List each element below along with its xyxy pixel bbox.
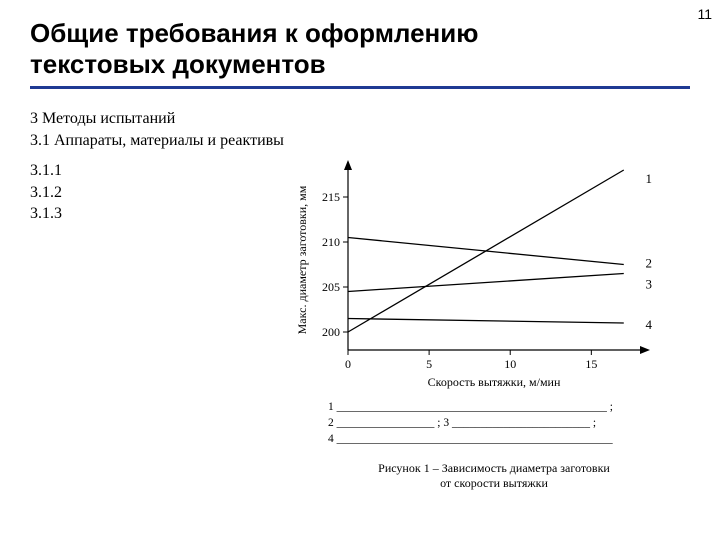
outline-subitem: 3.1.2 — [30, 182, 62, 204]
svg-text:10: 10 — [504, 357, 516, 371]
page-number: 11 — [697, 6, 712, 22]
svg-text:200: 200 — [322, 325, 340, 339]
svg-text:210: 210 — [322, 235, 340, 249]
outline-line: 3 Методы испытаний — [30, 108, 284, 130]
outline-sublist: 3.1.1 3.1.2 3.1.3 — [30, 160, 62, 225]
svg-text:15: 15 — [585, 357, 597, 371]
svg-text:2: 2 — [646, 256, 653, 271]
svg-text:4 ____________________________: 4 ______________________________________… — [328, 433, 613, 445]
svg-text:0: 0 — [345, 357, 351, 371]
outline-body: 3 Методы испытаний 3.1 Аппараты, материа… — [30, 108, 284, 151]
svg-text:Рисунок 1 – Зависимость диамет: Рисунок 1 – Зависимость диаметра заготов… — [378, 461, 610, 475]
svg-text:205: 205 — [322, 280, 340, 294]
svg-text:4: 4 — [646, 317, 653, 332]
svg-text:2 _________________ ; 3 ______: 2 _________________ ; 3 ________________… — [328, 417, 596, 429]
page-title: Общие требования к оформлению текстовых … — [30, 18, 590, 80]
svg-text:Скорость вытяжки, м/мин: Скорость вытяжки, м/мин — [428, 375, 561, 389]
svg-text:от скорости вытяжки: от скорости вытяжки — [440, 476, 548, 490]
outline-subitem: 3.1.3 — [30, 203, 62, 225]
svg-text:3: 3 — [646, 276, 653, 291]
svg-text:1 ____________________________: 1 ______________________________________… — [328, 401, 613, 413]
svg-text:215: 215 — [322, 190, 340, 204]
svg-text:Макс. диаметр заготовки, мм: Макс. диаметр заготовки, мм — [295, 185, 309, 334]
outline-subitem: 3.1.1 — [30, 160, 62, 182]
svg-text:5: 5 — [426, 357, 432, 371]
title-divider — [30, 86, 690, 89]
figure-1-chart: 0 5 10 15 200 205 210 215 Скорость вытяжки, м/ми… — [290, 160, 690, 490]
outline-line: 3.1 Аппараты, материалы и реактивы — [30, 130, 284, 152]
svg-text:1: 1 — [646, 171, 653, 186]
